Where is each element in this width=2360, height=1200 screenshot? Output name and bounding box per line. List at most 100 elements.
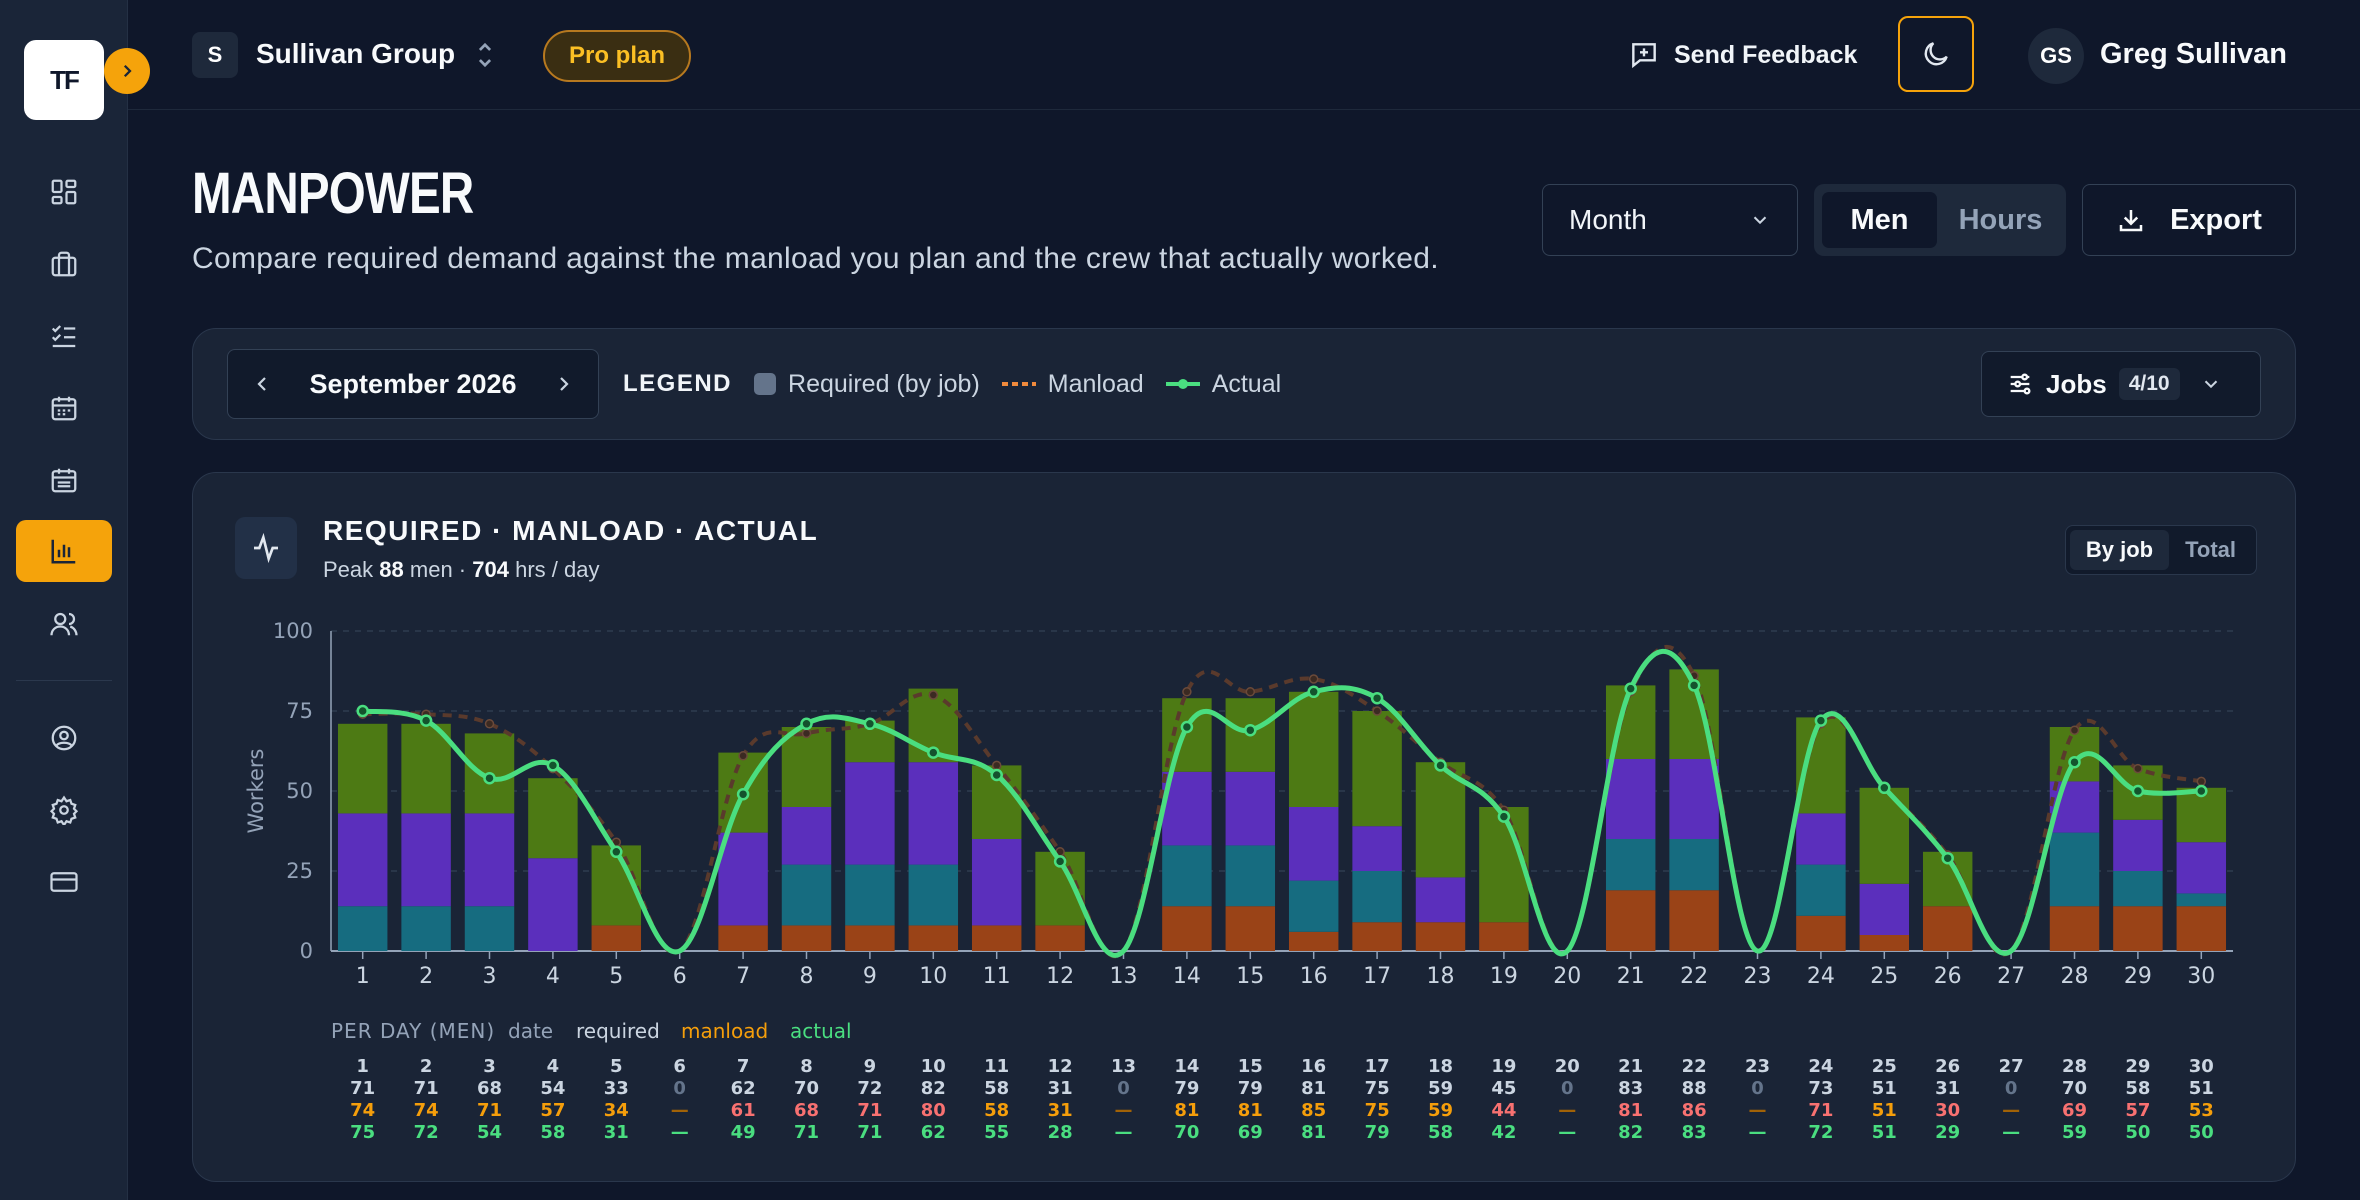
bar-segment (1352, 871, 1402, 923)
table-manload-cell: 80 (921, 1100, 946, 1121)
x-tick-label: 24 (1807, 964, 1835, 989)
activity-icon (235, 517, 297, 579)
unit-hours-button[interactable]: Hours (1958, 203, 2043, 236)
y-tick-label: 0 (300, 939, 313, 963)
bar-segment (718, 832, 768, 926)
avatar[interactable]: GS (2028, 28, 2084, 84)
table-date-cell: 15 (1238, 1056, 1263, 1077)
bar-segment (2176, 906, 2227, 951)
bar-segment (971, 925, 1022, 951)
export-button[interactable]: Export (2082, 184, 2296, 256)
x-tick-label: 15 (1236, 964, 1264, 989)
table-actual-cell: 29 (1935, 1122, 1960, 1143)
table-required-cell: 54 (540, 1078, 565, 1099)
unit-men-button[interactable]: Men (1822, 192, 1937, 248)
bar-segment (908, 864, 959, 926)
month-navigator: September 2026 (227, 349, 599, 419)
table-date-cell: 18 (1428, 1056, 1453, 1077)
table-date-cell: 5 (610, 1056, 623, 1077)
view-by-job-button[interactable]: By job (2069, 530, 2170, 570)
x-tick-label: 26 (1934, 964, 1962, 989)
chevron-up-down-icon[interactable] (474, 38, 496, 77)
table-actual-cell: 50 (2125, 1122, 2150, 1143)
x-tick-label: 25 (1870, 964, 1898, 989)
actual-point (1180, 720, 1194, 734)
export-label: Export (2170, 203, 2262, 236)
bar-segment (528, 858, 578, 951)
logo[interactable]: TF (24, 40, 104, 120)
send-feedback-button[interactable]: Send Feedback (1628, 32, 1857, 78)
bar-segment (528, 778, 578, 859)
table-required-cell: 33 (604, 1078, 629, 1099)
org-badge[interactable]: S (192, 32, 238, 78)
jobs-filter-button[interactable]: Jobs 4/10 (1981, 351, 2261, 417)
sidebar: TF (0, 0, 128, 1200)
theme-toggle-button[interactable] (1898, 16, 1974, 92)
table-actual-cell: 51 (1872, 1122, 1897, 1143)
bar-segment (1479, 922, 1529, 951)
org-name[interactable]: Sullivan Group (256, 38, 456, 69)
chevron-left-icon[interactable] (250, 372, 274, 396)
table-required-cell: 51 (2189, 1078, 2214, 1099)
calendar-icon[interactable] (16, 377, 112, 439)
sidebar-divider (16, 680, 112, 681)
table-required-cell: 0 (2005, 1078, 2018, 1099)
table-col-required: required (576, 1019, 660, 1043)
sidebar-toggle-button[interactable] (104, 48, 150, 94)
plan-badge[interactable]: Pro plan (543, 30, 692, 82)
user-name[interactable]: Greg Sullivan (2100, 38, 2287, 70)
table-col-manload: manload (681, 1019, 768, 1043)
table-actual-cell: 55 (984, 1122, 1009, 1143)
briefcase-icon[interactable] (16, 233, 112, 295)
bar-segment (1288, 880, 1339, 932)
view-total-button[interactable]: Total (2185, 537, 2236, 562)
table-manload-cell: 31 (1048, 1100, 1073, 1121)
bar-segment (1605, 759, 1656, 839)
page-subtitle: Compare required demand against the manl… (192, 242, 1439, 275)
table-required-cell: 59 (1428, 1078, 1453, 1099)
table-title: PER DAY (MEN) (331, 1019, 495, 1043)
bar-segment (781, 727, 832, 807)
table-required-cell: 88 (1682, 1078, 1707, 1099)
dashboard-icon[interactable] (16, 161, 112, 223)
y-tick-label: 25 (286, 859, 313, 883)
table-manload-cell: 57 (2125, 1100, 2150, 1121)
x-tick-label: 5 (609, 964, 623, 989)
table-date-cell: 23 (1745, 1056, 1770, 1077)
bar-segment (1796, 813, 1846, 865)
table-actual-cell: 58 (1428, 1122, 1453, 1143)
x-tick-label: 2 (419, 964, 433, 989)
table-date-cell: 29 (2125, 1056, 2150, 1077)
chart-icon[interactable] (16, 520, 112, 582)
actual-point (800, 717, 813, 731)
bar-segment (2113, 819, 2163, 871)
manload-point (991, 760, 1002, 771)
calendar-alt-icon[interactable] (16, 449, 112, 511)
table-manload-cell: 85 (1301, 1100, 1326, 1121)
gear-icon[interactable] (16, 779, 112, 841)
actual-point (927, 746, 940, 759)
users-icon[interactable] (16, 593, 112, 655)
table-manload-cell: 74 (350, 1100, 375, 1121)
checklist-icon[interactable] (16, 305, 112, 367)
bar-segment (1162, 906, 1212, 951)
chart-subtitle: Peak 88 men · 704 hrs / day (323, 557, 599, 583)
account-icon[interactable] (16, 707, 112, 769)
period-select[interactable]: Month (1542, 184, 1798, 256)
card-icon[interactable] (16, 851, 112, 913)
table-manload-cell: — (671, 1100, 689, 1121)
table-required-cell: 79 (1238, 1078, 1263, 1099)
table-required-cell: 68 (477, 1078, 502, 1099)
chevron-right-icon[interactable] (552, 372, 576, 396)
table-col-date: date (508, 1019, 553, 1043)
table-manload-cell: 58 (984, 1100, 1009, 1121)
jobs-count-badge: 4/10 (2118, 368, 2180, 400)
manload-point (1372, 706, 1382, 716)
table-manload-cell: 30 (1935, 1100, 1960, 1121)
actual-point (1624, 682, 1637, 695)
manload-point (2069, 725, 2080, 735)
table-date-cell: 8 (800, 1056, 813, 1077)
table-manload-cell: — (2002, 1100, 2020, 1121)
actual-point (1878, 781, 1891, 795)
table-manload-cell: 44 (1491, 1100, 1516, 1121)
